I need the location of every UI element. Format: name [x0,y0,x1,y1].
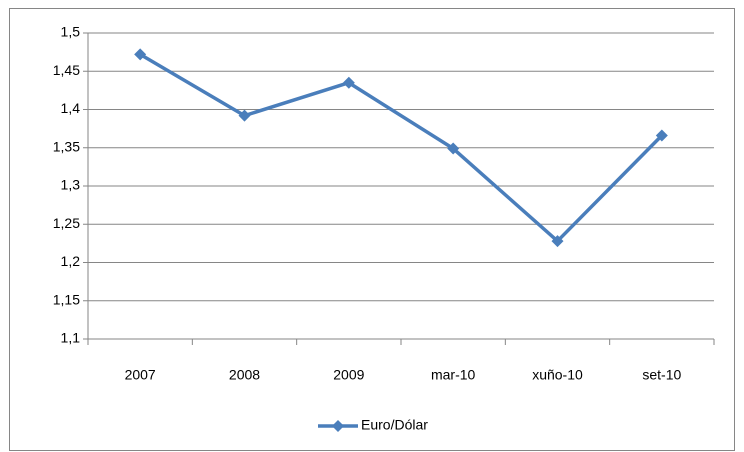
legend-marker [332,420,344,432]
x-tick-label: mar-10 [431,367,476,383]
y-tick-label: 1,3 [61,177,81,193]
data-marker [342,76,355,89]
x-tick-label: 2008 [229,367,260,383]
x-tick-label: 2007 [125,367,156,383]
x-tick-label: xuño-10 [532,367,583,383]
y-tick-label: 1,25 [53,215,80,231]
y-tick-label: 1,15 [53,291,80,307]
x-tick-label: 2009 [333,367,364,383]
y-tick-label: 1,4 [61,100,81,116]
y-tick-label: 1,35 [53,138,80,154]
chart-border [9,8,735,451]
y-tick-label: 1,45 [53,62,80,78]
y-tick-label: 1,5 [61,24,81,40]
data-marker [238,109,251,122]
legend-label: Euro/Dólar [361,417,428,433]
data-marker [134,48,147,61]
data-marker [551,235,564,248]
x-tick-label: set-10 [642,367,681,383]
data-marker [655,129,668,142]
y-tick-label: 1,2 [61,253,81,269]
y-tick-label: 1,1 [61,330,81,346]
data-line [139,52,664,243]
data-marker [447,142,460,155]
